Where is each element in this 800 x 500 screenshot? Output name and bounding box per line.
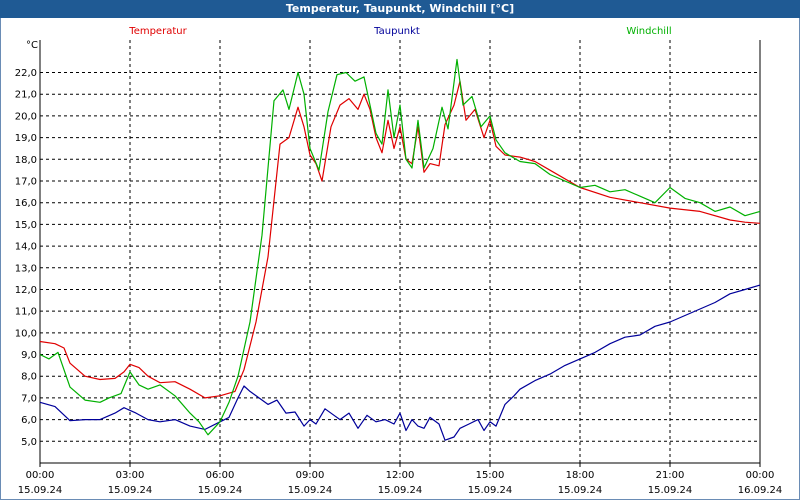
x-tick-time: 00:00 [746, 470, 775, 481]
series-line-windchill [39, 58, 761, 436]
x-tick-date: 16.09.24 [738, 485, 783, 496]
x-tick-date: 15.09.24 [18, 485, 63, 496]
y-tick-label: 21,0 [15, 90, 37, 101]
x-tick-time: 21:00 [656, 470, 685, 481]
y-tick-label: 8,0 [21, 372, 37, 383]
y-tick-label: 17,0 [15, 177, 37, 188]
x-tick-date: 15.09.24 [198, 485, 243, 496]
y-tick-label: 7,0 [21, 393, 37, 404]
x-tick-date: 15.09.24 [378, 485, 423, 496]
x-tick-time: 06:00 [206, 470, 235, 481]
legend-windchill: Windchill [626, 26, 671, 37]
y-tick-label: 9,0 [21, 350, 37, 361]
x-tick-time: 15:00 [476, 470, 505, 481]
y-tick-label: 11,0 [15, 307, 37, 318]
series-line-taupunkt [39, 284, 761, 441]
y-tick-label: 18,0 [15, 155, 37, 166]
y-tick-label: 13,0 [15, 263, 37, 274]
x-tick-date: 15.09.24 [288, 485, 333, 496]
legend-temperatur: Temperatur [128, 26, 187, 37]
series-lines [39, 58, 761, 441]
y-tick-label: 16,0 [15, 198, 37, 209]
chart-title: Temperatur, Taupunkt, Windchill [°C] [0, 0, 800, 18]
x-tick-time: 18:00 [566, 470, 595, 481]
x-tick-date: 15.09.24 [108, 485, 153, 496]
y-tick-label: 14,0 [15, 242, 37, 253]
y-tick-label: 19,0 [15, 133, 37, 144]
y-tick-label: 20,0 [15, 111, 37, 122]
y-tick-label: 5,0 [21, 437, 37, 448]
y-tick-label: 6,0 [21, 415, 37, 426]
y-axis-unit: °C [26, 40, 38, 51]
series-line-temperatur [39, 80, 761, 399]
grid [39, 40, 761, 463]
y-axis-ticks: 5,0 6,0 7,0 8,0 9,0 10,0 11,0 12,0 13,0 14,0 15,0 1… [15, 68, 37, 448]
x-tick-date: 15.09.24 [468, 485, 513, 496]
legend-taupunkt: Taupunkt [373, 26, 420, 37]
x-tick-time: 09:00 [296, 470, 325, 481]
x-tick-time: 12:00 [386, 470, 415, 481]
x-tick-date: 15.09.24 [648, 485, 693, 496]
x-tick-date: 15.09.24 [558, 485, 603, 496]
y-tick-label: 22,0 [15, 68, 37, 79]
x-tick-time: 00:00 [26, 470, 55, 481]
y-tick-label: 10,0 [15, 328, 37, 339]
y-tick-label: 15,0 [15, 220, 37, 231]
y-tick-label: 12,0 [15, 285, 37, 296]
x-axis-ticks: 00:00 15.09.24 03:00 15.09.24 06:00 15.09.24 0… [18, 463, 783, 496]
x-tick-time: 03:00 [116, 470, 145, 481]
